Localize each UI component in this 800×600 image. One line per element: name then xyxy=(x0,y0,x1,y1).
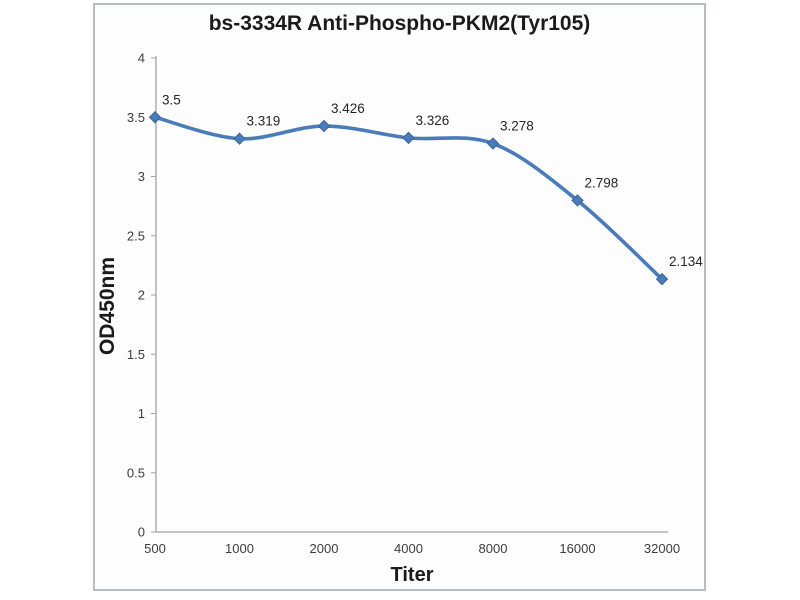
data-point-marker xyxy=(317,119,331,133)
data-point-label: 3.278 xyxy=(500,119,534,134)
x-tick-label: 2000 xyxy=(310,541,339,556)
data-point-marker xyxy=(486,137,500,150)
y-tick-label: 3.5 xyxy=(127,110,145,125)
data-point-label: 2.798 xyxy=(585,175,619,190)
y-tick-label: 1.5 xyxy=(127,347,145,362)
chart-title: bs-3334R Anti-Phospho-PKM2(Tyr105) xyxy=(208,12,591,35)
x-tick-label: 32000 xyxy=(644,541,680,556)
y-tick-label: 0.5 xyxy=(127,465,145,480)
data-point-label: 3.319 xyxy=(247,114,281,129)
chart-frame xyxy=(93,3,706,591)
data-point-marker xyxy=(233,132,246,145)
data-point-label: 3.326 xyxy=(416,113,450,128)
data-point-marker xyxy=(571,194,584,207)
x-tick-label: 500 xyxy=(144,541,166,556)
data-point-label: 3.5 xyxy=(162,92,181,107)
y-tick-label: 3 xyxy=(138,169,145,184)
data-point-marker xyxy=(402,131,415,145)
x-tick-label: 16000 xyxy=(559,541,595,556)
y-tick-label: 2 xyxy=(138,288,145,303)
x-tick-label: 1000 xyxy=(225,541,254,556)
data-point-label: 3.426 xyxy=(331,101,365,116)
data-point-marker xyxy=(148,111,162,124)
y-tick-label: 0 xyxy=(138,525,145,540)
data-point-marker xyxy=(655,272,669,286)
y-tick-label: 4 xyxy=(138,51,145,66)
y-tick-label: 1 xyxy=(138,406,145,421)
y-tick-label: 2.5 xyxy=(127,228,145,243)
data-point-label: 2.134 xyxy=(669,254,703,269)
x-tick-label: 4000 xyxy=(394,541,423,556)
x-tick-label: 8000 xyxy=(479,541,508,556)
x-axis-title: Titer xyxy=(390,564,434,586)
